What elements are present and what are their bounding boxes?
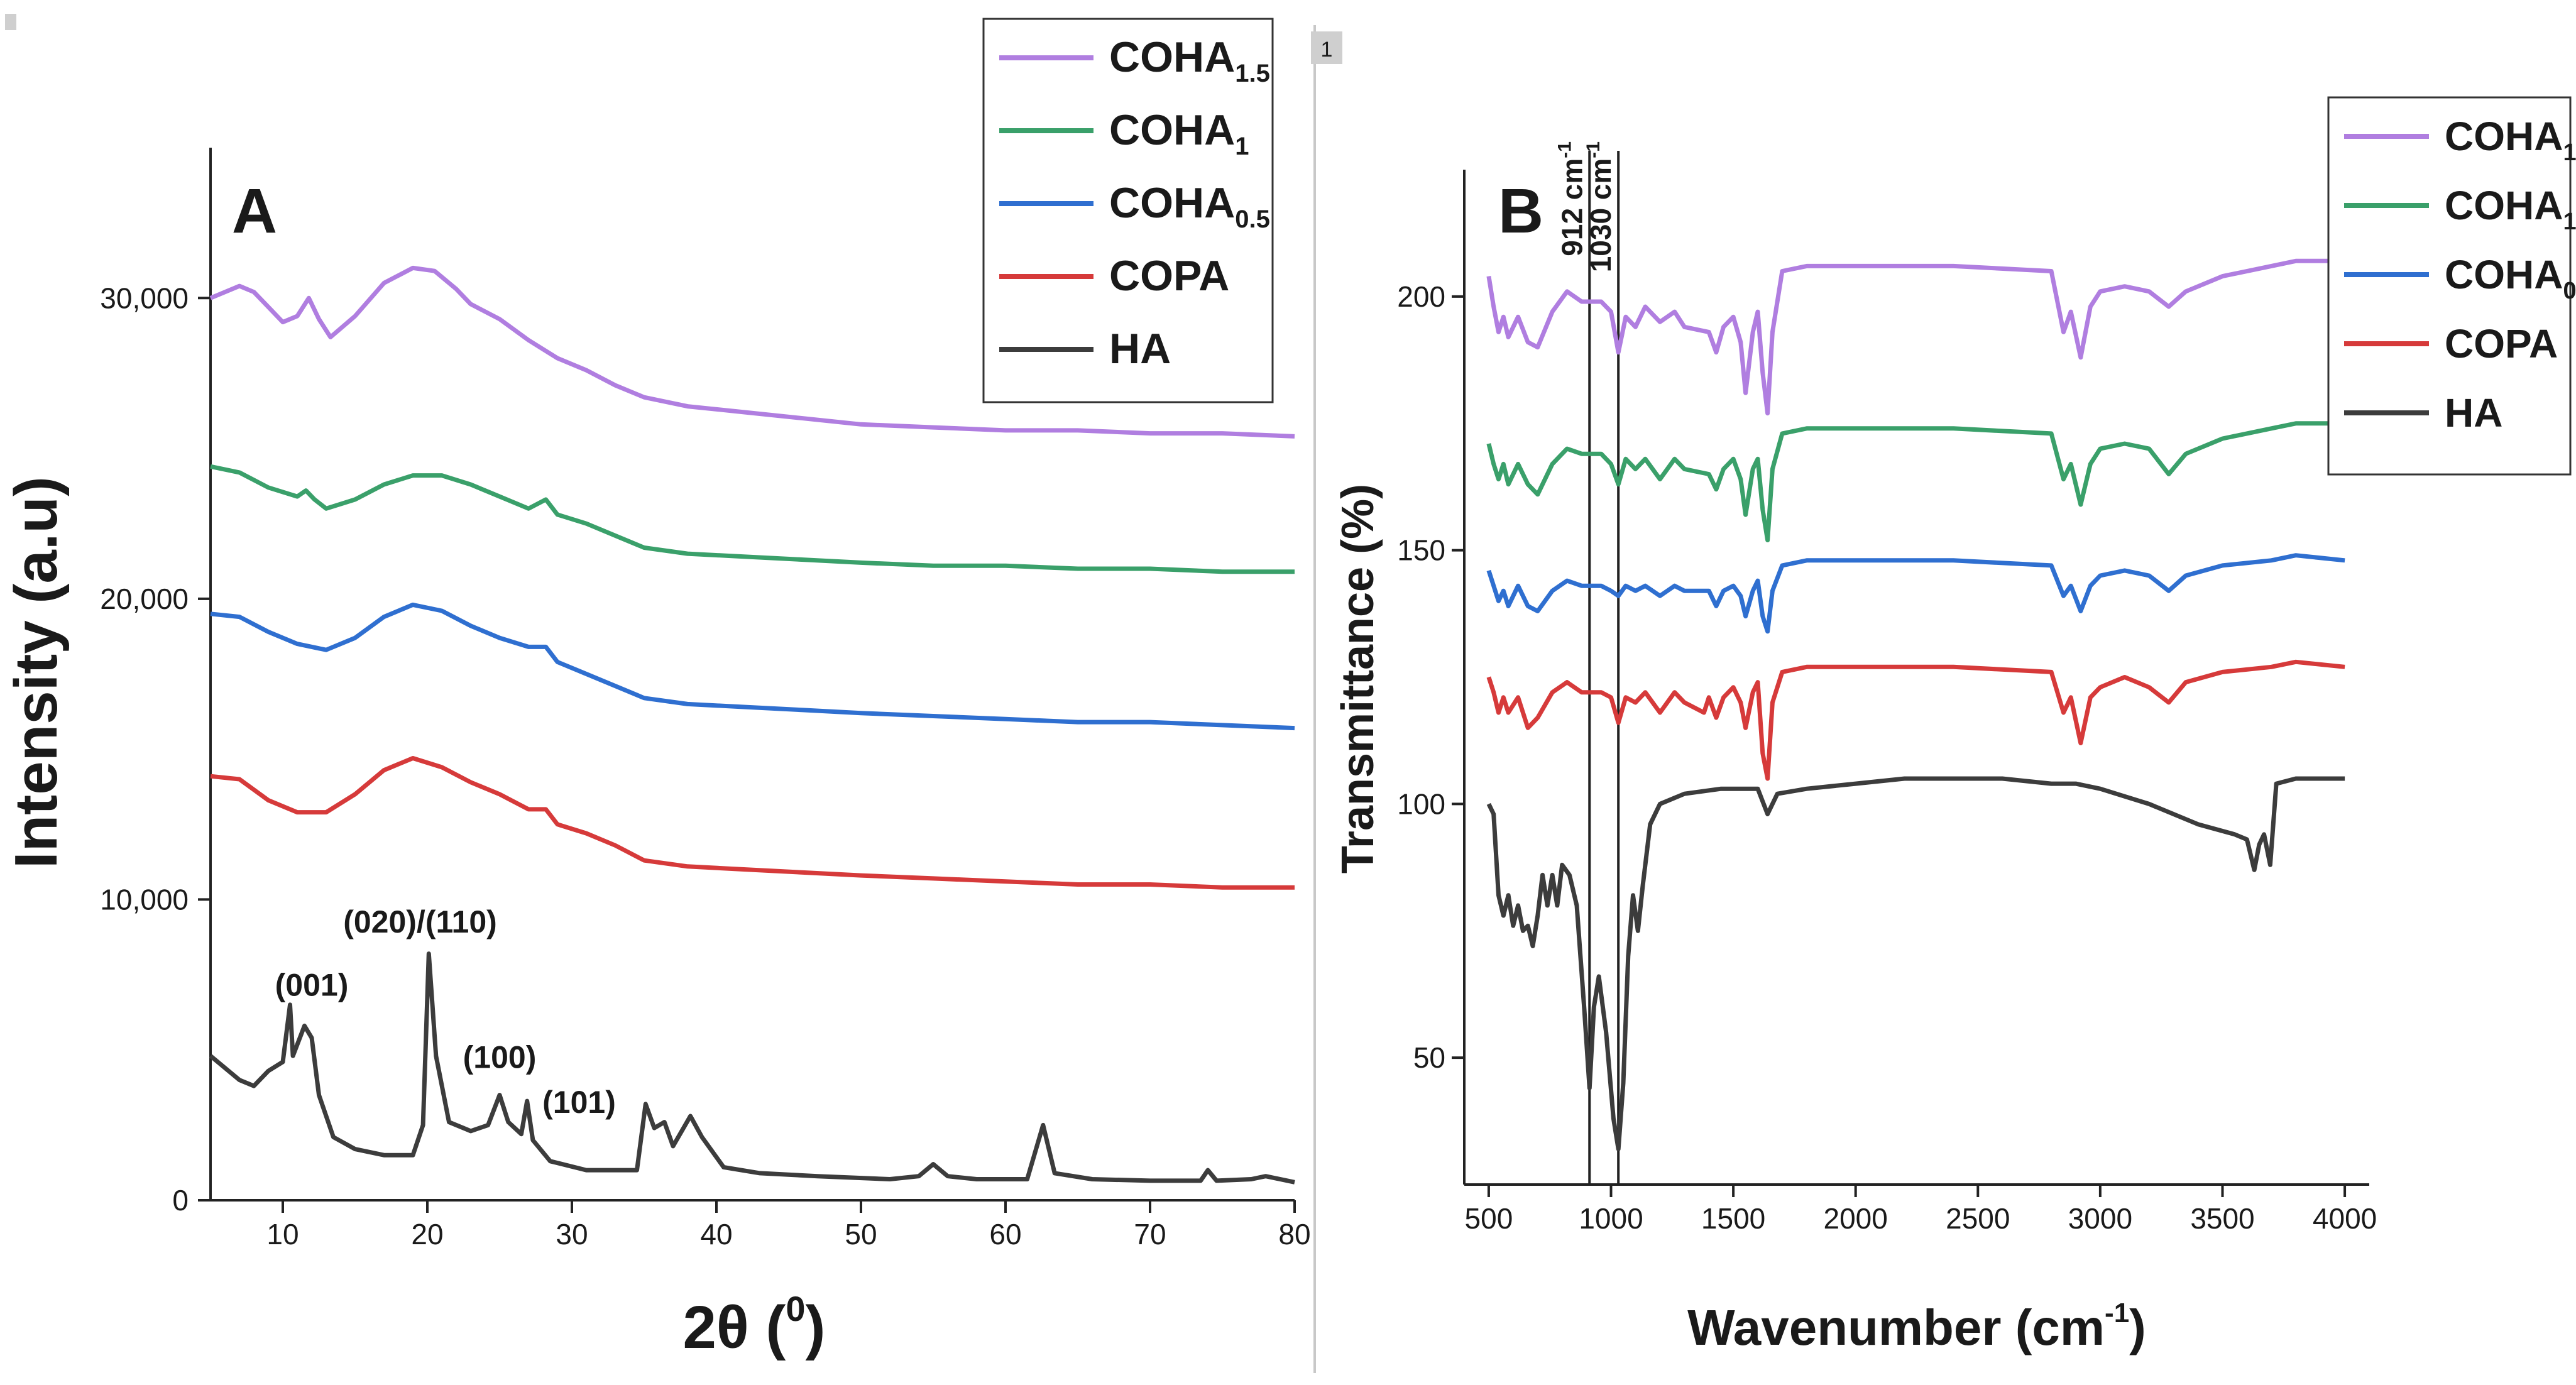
peak-annotation: (020)/(110) bbox=[343, 904, 497, 939]
series-line-coha1-5 bbox=[209, 265, 1295, 439]
legend-label: HA bbox=[1109, 325, 1171, 373]
legend-label: HA bbox=[2445, 390, 2502, 435]
y-tick-label: 200 bbox=[1397, 280, 1445, 313]
reference-line-label: 1030 cm-1 bbox=[1583, 141, 1617, 272]
x-tick-label: 1000 bbox=[1579, 1202, 1643, 1235]
legend-label-main: COPA bbox=[1109, 252, 1229, 300]
y-tick-label: 100 bbox=[1397, 787, 1445, 820]
legend-label-main: COHA bbox=[1109, 106, 1235, 154]
x-tick-label: 30 bbox=[556, 1218, 588, 1251]
y-tick-label: 30,000 bbox=[100, 282, 189, 314]
y-tick-label: 0 bbox=[172, 1184, 189, 1217]
series-line-coha1 bbox=[1486, 421, 2345, 542]
x-axis-label-close: ) bbox=[2129, 1300, 2146, 1355]
x-tick-label: 1500 bbox=[1701, 1202, 1765, 1235]
legend-label-main: COHA bbox=[1109, 179, 1235, 227]
legend-box bbox=[2327, 96, 2572, 476]
reference-line-label-main: 1030 cm bbox=[1584, 158, 1617, 273]
x-tick-label: 20 bbox=[411, 1218, 443, 1251]
legend-label-subscript: 1.5 bbox=[1235, 60, 1270, 87]
legend-label-main: COHA bbox=[2445, 183, 2563, 228]
x-axis-label-superscript: 0 bbox=[786, 1289, 805, 1328]
series-line-copa bbox=[210, 756, 1295, 890]
legend-label: COHA1 bbox=[1109, 106, 1249, 160]
peak-annotation: (001) bbox=[275, 968, 349, 1003]
legend-label: COHA0.5 bbox=[2445, 252, 2576, 304]
reference-line-label-superscript: -1 bbox=[1583, 141, 1604, 158]
x-tick-label: 3000 bbox=[2068, 1202, 2132, 1235]
legend-label: COHA0.5 bbox=[1109, 179, 1270, 233]
x-tick-label: 2500 bbox=[1946, 1202, 2010, 1235]
legend-label-subscript: 1 bbox=[1235, 133, 1249, 160]
x-tick-label: 500 bbox=[1465, 1202, 1513, 1235]
series-line-coha0-5 bbox=[210, 602, 1295, 731]
x-tick-label: 10 bbox=[266, 1218, 299, 1251]
legend-label-main: COHA bbox=[2445, 114, 2563, 159]
series-line-coha1-5 bbox=[1486, 258, 2345, 416]
x-tick-label: 2000 bbox=[1824, 1202, 1888, 1235]
series-line-copa bbox=[1486, 659, 2345, 781]
x-tick-label: 70 bbox=[1134, 1218, 1166, 1251]
x-tick-label: 3500 bbox=[2190, 1202, 2254, 1235]
legend-label-subscript: 1 bbox=[2563, 209, 2576, 235]
y-axis-label: Transmittance (%) bbox=[1333, 484, 1383, 873]
x-tick-label: 40 bbox=[700, 1218, 732, 1251]
legend-label-main: COHA bbox=[2445, 252, 2563, 297]
x-axis-label-superscript: -1 bbox=[2105, 1298, 2129, 1328]
reference-line-label-superscript: -1 bbox=[1554, 141, 1575, 158]
panel-label: B bbox=[1498, 176, 1543, 246]
x-axis-label: Wavenumber (cm-1) bbox=[1687, 1298, 2146, 1355]
legend-label-subscript: 0.5 bbox=[2563, 278, 2576, 304]
legend-label: COHA1.5 bbox=[1109, 33, 1270, 87]
separator-tag: 1 bbox=[1321, 38, 1333, 62]
x-axis-label-close: ) bbox=[806, 1294, 826, 1361]
peak-annotation: (101) bbox=[542, 1085, 616, 1120]
reference-line-label: 912 cm-1 bbox=[1554, 141, 1588, 256]
y-tick-label: 150 bbox=[1397, 534, 1445, 567]
x-tick-label: 50 bbox=[845, 1218, 877, 1251]
x-tick-label: 60 bbox=[989, 1218, 1021, 1251]
x-tick-label: 4000 bbox=[2313, 1202, 2377, 1235]
legend-label-subscript: 1.5 bbox=[2563, 140, 2576, 166]
series-line-coha1 bbox=[210, 464, 1295, 574]
legend-label-main: COHA bbox=[1109, 33, 1235, 81]
peak-annotation: (100) bbox=[463, 1039, 537, 1075]
y-tick-label: 50 bbox=[1413, 1041, 1445, 1074]
y-tick-label: 10,000 bbox=[100, 883, 189, 916]
legend-label-subscript: 0.5 bbox=[1235, 205, 1270, 233]
legend-label: COHA1 bbox=[2445, 183, 2576, 235]
series-line-coha0-5 bbox=[1486, 553, 2345, 634]
legend-label: COPA bbox=[2445, 321, 2558, 366]
legend-label: COPA bbox=[1109, 252, 1229, 300]
y-axis-label: Intensity (a.u) bbox=[3, 476, 70, 868]
separator-tag-box bbox=[1311, 31, 1342, 64]
panel-label: A bbox=[232, 176, 277, 246]
x-tick-label: 80 bbox=[1278, 1218, 1310, 1251]
y-tick-label: 20,000 bbox=[100, 583, 189, 615]
x-axis-label: 2θ (0) bbox=[682, 1289, 825, 1361]
legend-label-main: HA bbox=[2445, 390, 2502, 435]
x-axis-label-main: 2θ ( bbox=[682, 1294, 786, 1361]
legend-label: COHA1.5 bbox=[2445, 114, 2576, 166]
corner-marker bbox=[5, 14, 16, 30]
x-axis-label-main: Wavenumber (cm bbox=[1687, 1300, 2105, 1355]
legend-label-main: HA bbox=[1109, 325, 1171, 373]
panel-b-ftir: 500 1000 1500 2000 2500 3000 3500 4000 50 100 150 2… bbox=[1333, 96, 2576, 1355]
legend-box bbox=[982, 18, 1274, 403]
reference-line-label-main: 912 cm bbox=[1555, 158, 1588, 256]
series-line-ha bbox=[209, 951, 1295, 1185]
legend-label-main: COPA bbox=[2445, 321, 2558, 366]
series-line-ha bbox=[1486, 776, 2345, 1151]
